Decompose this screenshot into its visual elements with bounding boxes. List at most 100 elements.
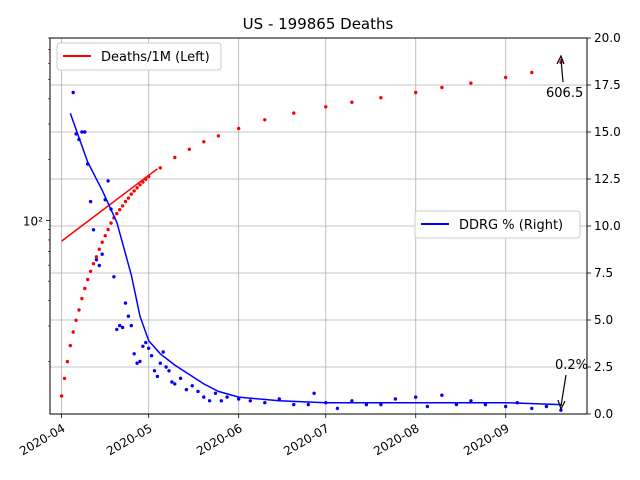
data-point: [152, 369, 157, 373]
data-point: [74, 318, 78, 322]
x-tick-label: 2020-05: [104, 421, 154, 458]
data-point: [237, 126, 241, 131]
data-point: [123, 199, 128, 204]
data-point: [62, 376, 67, 381]
data-point: [202, 395, 206, 399]
y-right-tick-label: 20.0: [594, 31, 621, 45]
data-point: [469, 81, 473, 85]
data-point: [129, 323, 133, 328]
data-point: [190, 384, 194, 388]
data-point: [414, 90, 418, 95]
data-point: [158, 166, 162, 170]
data-point: [103, 234, 107, 238]
data-point: [469, 399, 473, 403]
data-point: [141, 344, 145, 348]
data-point: [187, 147, 191, 151]
data-point: [97, 247, 102, 251]
data-point: [530, 406, 534, 411]
annotation-deaths: 606.5: [546, 54, 583, 101]
data-point: [202, 140, 206, 144]
data-point: [68, 343, 73, 348]
data-point: [379, 402, 383, 407]
annotation-deaths-arrow: [560, 58, 564, 83]
data-point: [277, 397, 281, 401]
data-point: [91, 262, 96, 266]
data-point: [138, 183, 142, 187]
legend-right-box: [414, 210, 581, 239]
data-point: [216, 134, 221, 138]
data-point: [161, 350, 165, 354]
legend-left-box: [56, 42, 222, 71]
x-tick-label: 2020-08: [371, 421, 421, 458]
data-point: [184, 387, 189, 392]
annotation-ddrg-label: 0.2%: [555, 358, 588, 373]
x-tick-label: 2020-06: [194, 421, 244, 458]
data-point: [306, 402, 310, 407]
legend-right-label: DDRG % (Right): [459, 218, 563, 233]
y-right-tick-label: 2.5: [594, 360, 613, 374]
data-point: [109, 221, 113, 225]
data-point: [106, 227, 110, 232]
data-point: [454, 402, 459, 407]
data-point: [350, 399, 354, 403]
data-point: [237, 397, 241, 401]
data-point: [173, 382, 177, 386]
data-point: [83, 130, 87, 134]
data-point: [530, 70, 534, 75]
data-point: [544, 404, 549, 409]
data-point: [88, 269, 93, 273]
data-point: [120, 204, 125, 208]
annotation-ddrg: 0.2%: [555, 358, 588, 411]
data-point: [106, 179, 110, 183]
data-point: [167, 369, 171, 373]
y-right-tick-label: 5.0: [594, 313, 613, 327]
data-point: [80, 130, 84, 134]
data-point: [135, 361, 139, 365]
data-point: [364, 402, 369, 407]
data-point: [440, 393, 444, 397]
data-point: [97, 263, 102, 268]
data-point: [88, 199, 93, 204]
data-point: [94, 255, 99, 259]
y-left-tick-label: 10²: [23, 214, 43, 228]
data-point: [440, 85, 444, 90]
data-point: [393, 397, 398, 401]
data-point: [112, 275, 116, 279]
data-point: [65, 359, 70, 364]
y-right-tick-label: 15.0: [594, 125, 621, 139]
data-point: [196, 389, 200, 394]
data-point: [138, 359, 142, 364]
data-point: [155, 374, 160, 379]
data-point: [149, 354, 154, 358]
data-point: [312, 391, 316, 395]
annotation-ddrg-arrowhead: [557, 399, 566, 411]
data-point: [483, 402, 488, 407]
data-point: [350, 100, 354, 104]
data-point: [135, 186, 139, 190]
data-point: [83, 286, 87, 291]
data-point: [115, 211, 119, 216]
data-point: [118, 208, 122, 212]
data-point: [126, 314, 131, 318]
annotation-deaths-arrowhead: [556, 54, 565, 65]
y-right-tick-label: 12.5: [594, 172, 621, 186]
data-point: [100, 240, 104, 244]
data-point: [123, 301, 128, 305]
series-layer: [59, 60, 563, 412]
data-point: [71, 90, 75, 95]
y-right-tick-label: 10.0: [594, 219, 621, 233]
data-point: [170, 380, 174, 384]
data-point: [225, 395, 229, 399]
data-point: [324, 105, 328, 109]
x-tick-label: 2020-04: [17, 421, 67, 458]
data-point: [292, 111, 296, 115]
data-point: [425, 404, 430, 409]
data-point: [213, 391, 218, 395]
data-point: [126, 196, 131, 200]
data-point: [219, 399, 223, 403]
data-point: [248, 399, 252, 403]
data-point: [132, 189, 136, 193]
chart-title: US - 199865 Deaths: [243, 15, 394, 33]
data-point: [86, 277, 90, 282]
